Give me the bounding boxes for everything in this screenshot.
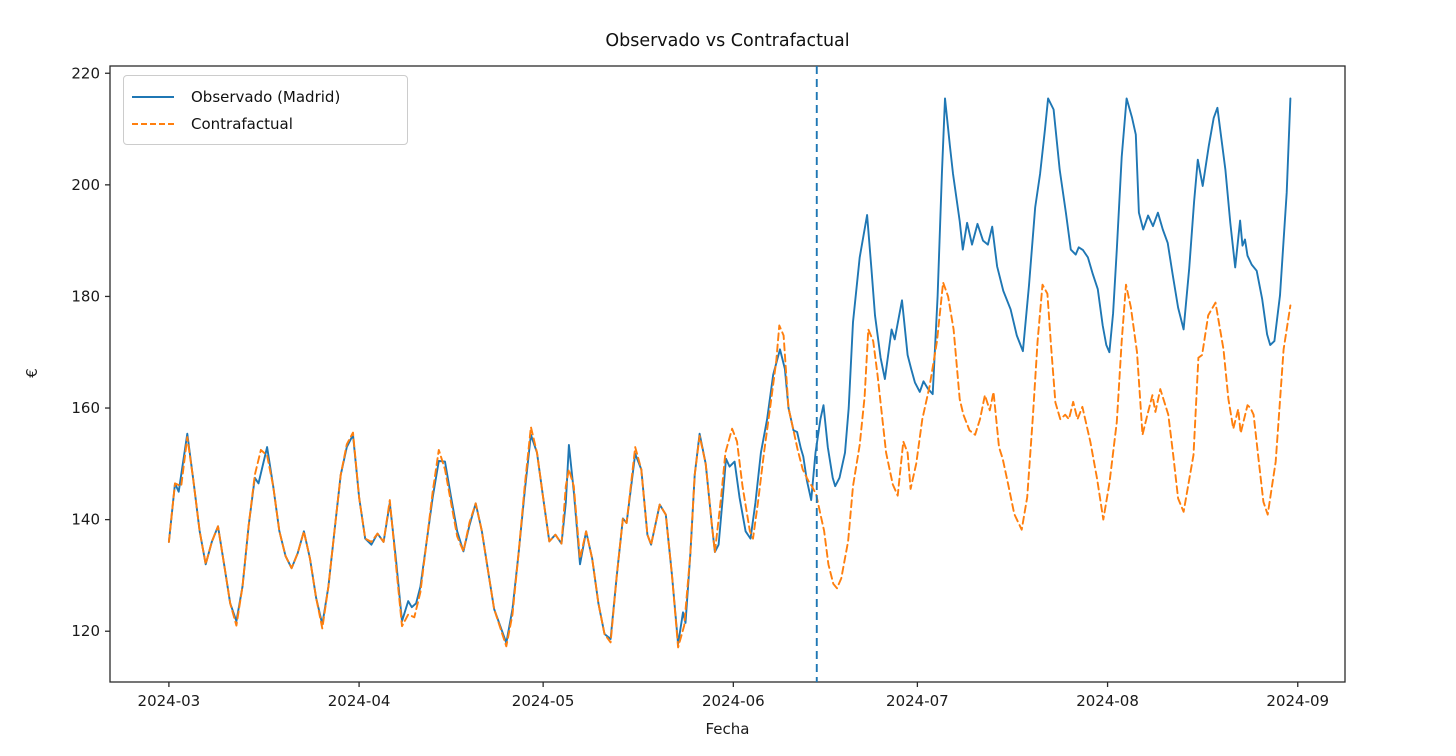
legend-item-observado: Observado (Madrid)	[132, 85, 397, 109]
y-tick-label: 120	[71, 622, 100, 640]
x-tick-label: 2024-07	[886, 692, 949, 710]
x-axis-label: Fecha	[705, 720, 750, 738]
x-tick-label: 2024-03	[138, 692, 201, 710]
legend-label-contrafactual: Contrafactual	[191, 115, 293, 133]
y-tick-label: 200	[71, 176, 100, 194]
series-line-observado	[167, 97, 1292, 646]
y-tick-label: 140	[71, 511, 100, 529]
legend-line-sample-contrafactual	[132, 123, 174, 125]
axes-frame	[109, 65, 1346, 683]
x-tick-label: 2024-06	[702, 692, 765, 710]
plot-title: Observado vs Contrafactual	[605, 31, 850, 51]
y-tick-label: 160	[71, 399, 100, 417]
legend: Observado (Madrid) Contrafactual	[123, 75, 408, 145]
legend-item-contrafactual: Contrafactual	[132, 112, 397, 136]
x-tick-label: 2024-05	[512, 692, 575, 710]
x-tick-label: 2024-08	[1076, 692, 1139, 710]
legend-line-sample-observado	[132, 96, 174, 98]
y-tick-label: 180	[71, 287, 100, 305]
y-axis-label: €	[23, 368, 41, 378]
series-line-contrafactual	[167, 281, 1292, 649]
legend-label-observado: Observado (Madrid)	[191, 88, 341, 106]
x-tick-label: 2024-04	[328, 692, 391, 710]
x-tick-label: 2024-09	[1266, 692, 1329, 710]
y-tick-label: 220	[71, 64, 100, 82]
